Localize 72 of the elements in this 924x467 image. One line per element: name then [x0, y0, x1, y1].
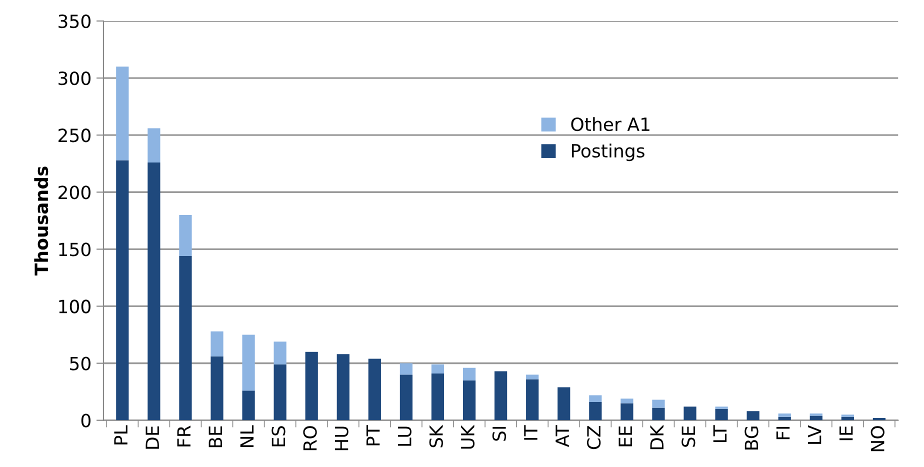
y-tick-label: 250	[58, 128, 90, 142]
y-axis-title: Thousands	[34, 166, 48, 276]
bar	[778, 413, 791, 417]
x-tick-label: DE	[146, 426, 159, 449]
bar	[620, 398, 634, 404]
x-tick-label: CZ	[586, 426, 601, 450]
x-tick-label: ES	[272, 426, 286, 446]
y-tick-label: 150	[59, 242, 90, 256]
legend-label: Other A1	[571, 117, 650, 132]
bar	[526, 379, 539, 420]
bar	[589, 395, 602, 402]
bar	[746, 411, 760, 420]
x-tick-label: LT	[713, 425, 727, 442]
bar	[589, 402, 602, 420]
bar	[148, 128, 160, 162]
x-tick-label: NO	[870, 426, 884, 452]
bar	[368, 358, 381, 420]
x-tick-label: LV	[808, 425, 822, 444]
x-tick-label: UK	[461, 424, 475, 449]
x-tick-label: DK	[650, 424, 664, 450]
bar	[116, 160, 129, 420]
bar	[179, 214, 192, 256]
bar	[431, 374, 444, 420]
x-tick-label: IT	[524, 425, 538, 440]
bar	[116, 66, 129, 160]
bar	[400, 363, 413, 375]
bar	[242, 390, 255, 420]
x-tick-label: FI	[776, 426, 790, 440]
bar	[494, 371, 508, 420]
x-tick-label: FR	[177, 426, 190, 446]
bar	[810, 416, 822, 420]
x-tick-label: NL	[240, 425, 254, 447]
bar	[462, 368, 476, 380]
bar	[620, 403, 634, 420]
bar	[526, 374, 539, 380]
bar	[652, 400, 665, 408]
bar	[400, 374, 413, 420]
bar	[431, 364, 444, 374]
bar	[210, 356, 224, 420]
bar	[684, 406, 696, 420]
x-tick-label: IE	[839, 426, 853, 440]
legend-label: Postings	[572, 144, 644, 162]
y-tick-label: 50	[70, 356, 90, 370]
bar	[336, 354, 350, 420]
bar	[242, 334, 255, 391]
x-tick-label: HU	[334, 426, 348, 450]
x-tick-label: BG	[744, 426, 758, 450]
y-tick-label: 0	[81, 414, 90, 428]
bar	[652, 408, 665, 420]
y-tick-label: 200	[58, 186, 90, 200]
x-tick-label: SE	[682, 426, 696, 447]
x-tick-label: PL	[114, 425, 128, 444]
y-tick-label: 100	[59, 300, 90, 314]
bar	[462, 380, 476, 420]
bar	[305, 352, 318, 420]
bar	[715, 408, 728, 420]
y-tick-label: 300	[58, 72, 90, 86]
x-tick-label: PT	[366, 425, 380, 446]
y-tick-label: 350	[58, 14, 90, 28]
bar	[148, 162, 160, 420]
x-tick-label: LU	[398, 426, 412, 446]
x-tick-label: SI	[492, 426, 506, 441]
bar	[558, 387, 570, 420]
x-tick-label: SK	[429, 424, 443, 448]
x-tick-label: RO	[303, 426, 317, 450]
bar	[274, 364, 286, 420]
x-tick-label: EE	[618, 426, 632, 446]
bar	[210, 331, 224, 356]
bar	[179, 256, 192, 420]
x-tick-label: AT	[556, 425, 569, 447]
x-tick-label: BE	[208, 426, 222, 448]
bar	[274, 342, 286, 364]
